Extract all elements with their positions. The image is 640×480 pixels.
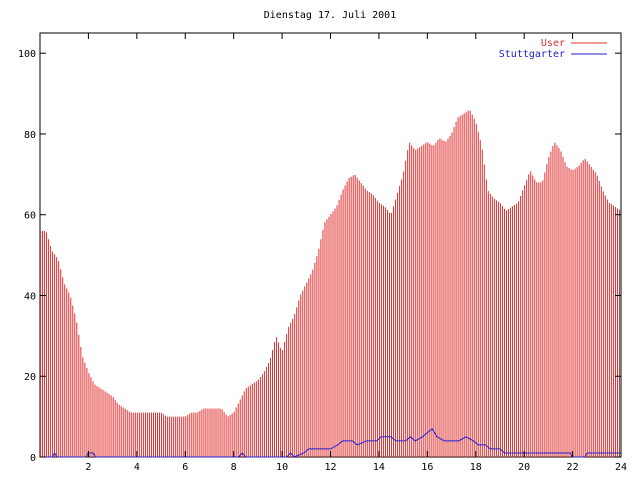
x-tick-label: 10 <box>276 462 288 473</box>
chart-title: Dienstag 17. Juli 2001 <box>264 10 396 21</box>
x-tick-label: 18 <box>470 462 482 473</box>
x-tick-label: 12 <box>324 462 336 473</box>
x-tick-label: 16 <box>421 462 433 473</box>
x-tick-label: 22 <box>567 462 579 473</box>
x-tick-label: 8 <box>231 462 237 473</box>
x-tick-label: 2 <box>85 462 91 473</box>
x-tick-label: 20 <box>518 462 530 473</box>
y-tick-label: 20 <box>24 372 36 383</box>
series-lines <box>40 427 621 458</box>
y-tick-label: 80 <box>24 130 36 141</box>
y-tick-label: 0 <box>30 453 36 464</box>
x-tick-label: 4 <box>134 462 140 473</box>
legend-label: Stuttgarter <box>499 49 565 60</box>
x-tick-label: 6 <box>182 462 188 473</box>
user-impulses <box>40 110 620 457</box>
x-tick-label: 14 <box>373 462 385 473</box>
legend-label: User <box>541 38 565 49</box>
y-tick-label: 40 <box>24 291 36 302</box>
y-tick-label: 100 <box>18 49 36 60</box>
x-tick-label: 24 <box>615 462 627 473</box>
y-tick-label: 60 <box>24 211 36 222</box>
stuttgarter-line <box>40 427 621 458</box>
